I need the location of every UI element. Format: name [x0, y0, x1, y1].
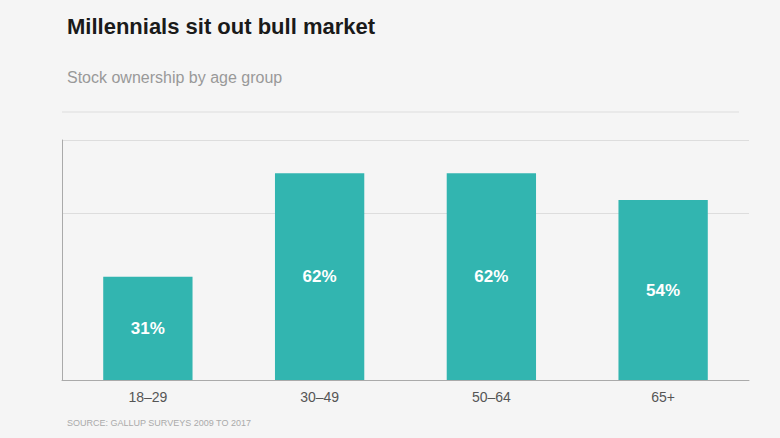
svg-text:62%: 62%	[303, 267, 337, 286]
svg-text:50–64: 50–64	[472, 389, 511, 405]
svg-text:62%: 62%	[474, 267, 508, 286]
svg-text:Stock ownership by age group: Stock ownership by age group	[67, 69, 282, 86]
svg-text:18–29: 18–29	[128, 389, 167, 405]
svg-text:54%: 54%	[646, 281, 680, 300]
svg-text:Millennials sit out bull marke: Millennials sit out bull market	[67, 14, 376, 39]
svg-text:31%: 31%	[131, 319, 165, 338]
svg-text:30–49: 30–49	[300, 389, 339, 405]
svg-text:SOURCE: GALLUP SURVEYS 2009 TO: SOURCE: GALLUP SURVEYS 2009 TO 2017	[67, 418, 251, 428]
svg-text:65+: 65+	[651, 389, 675, 405]
